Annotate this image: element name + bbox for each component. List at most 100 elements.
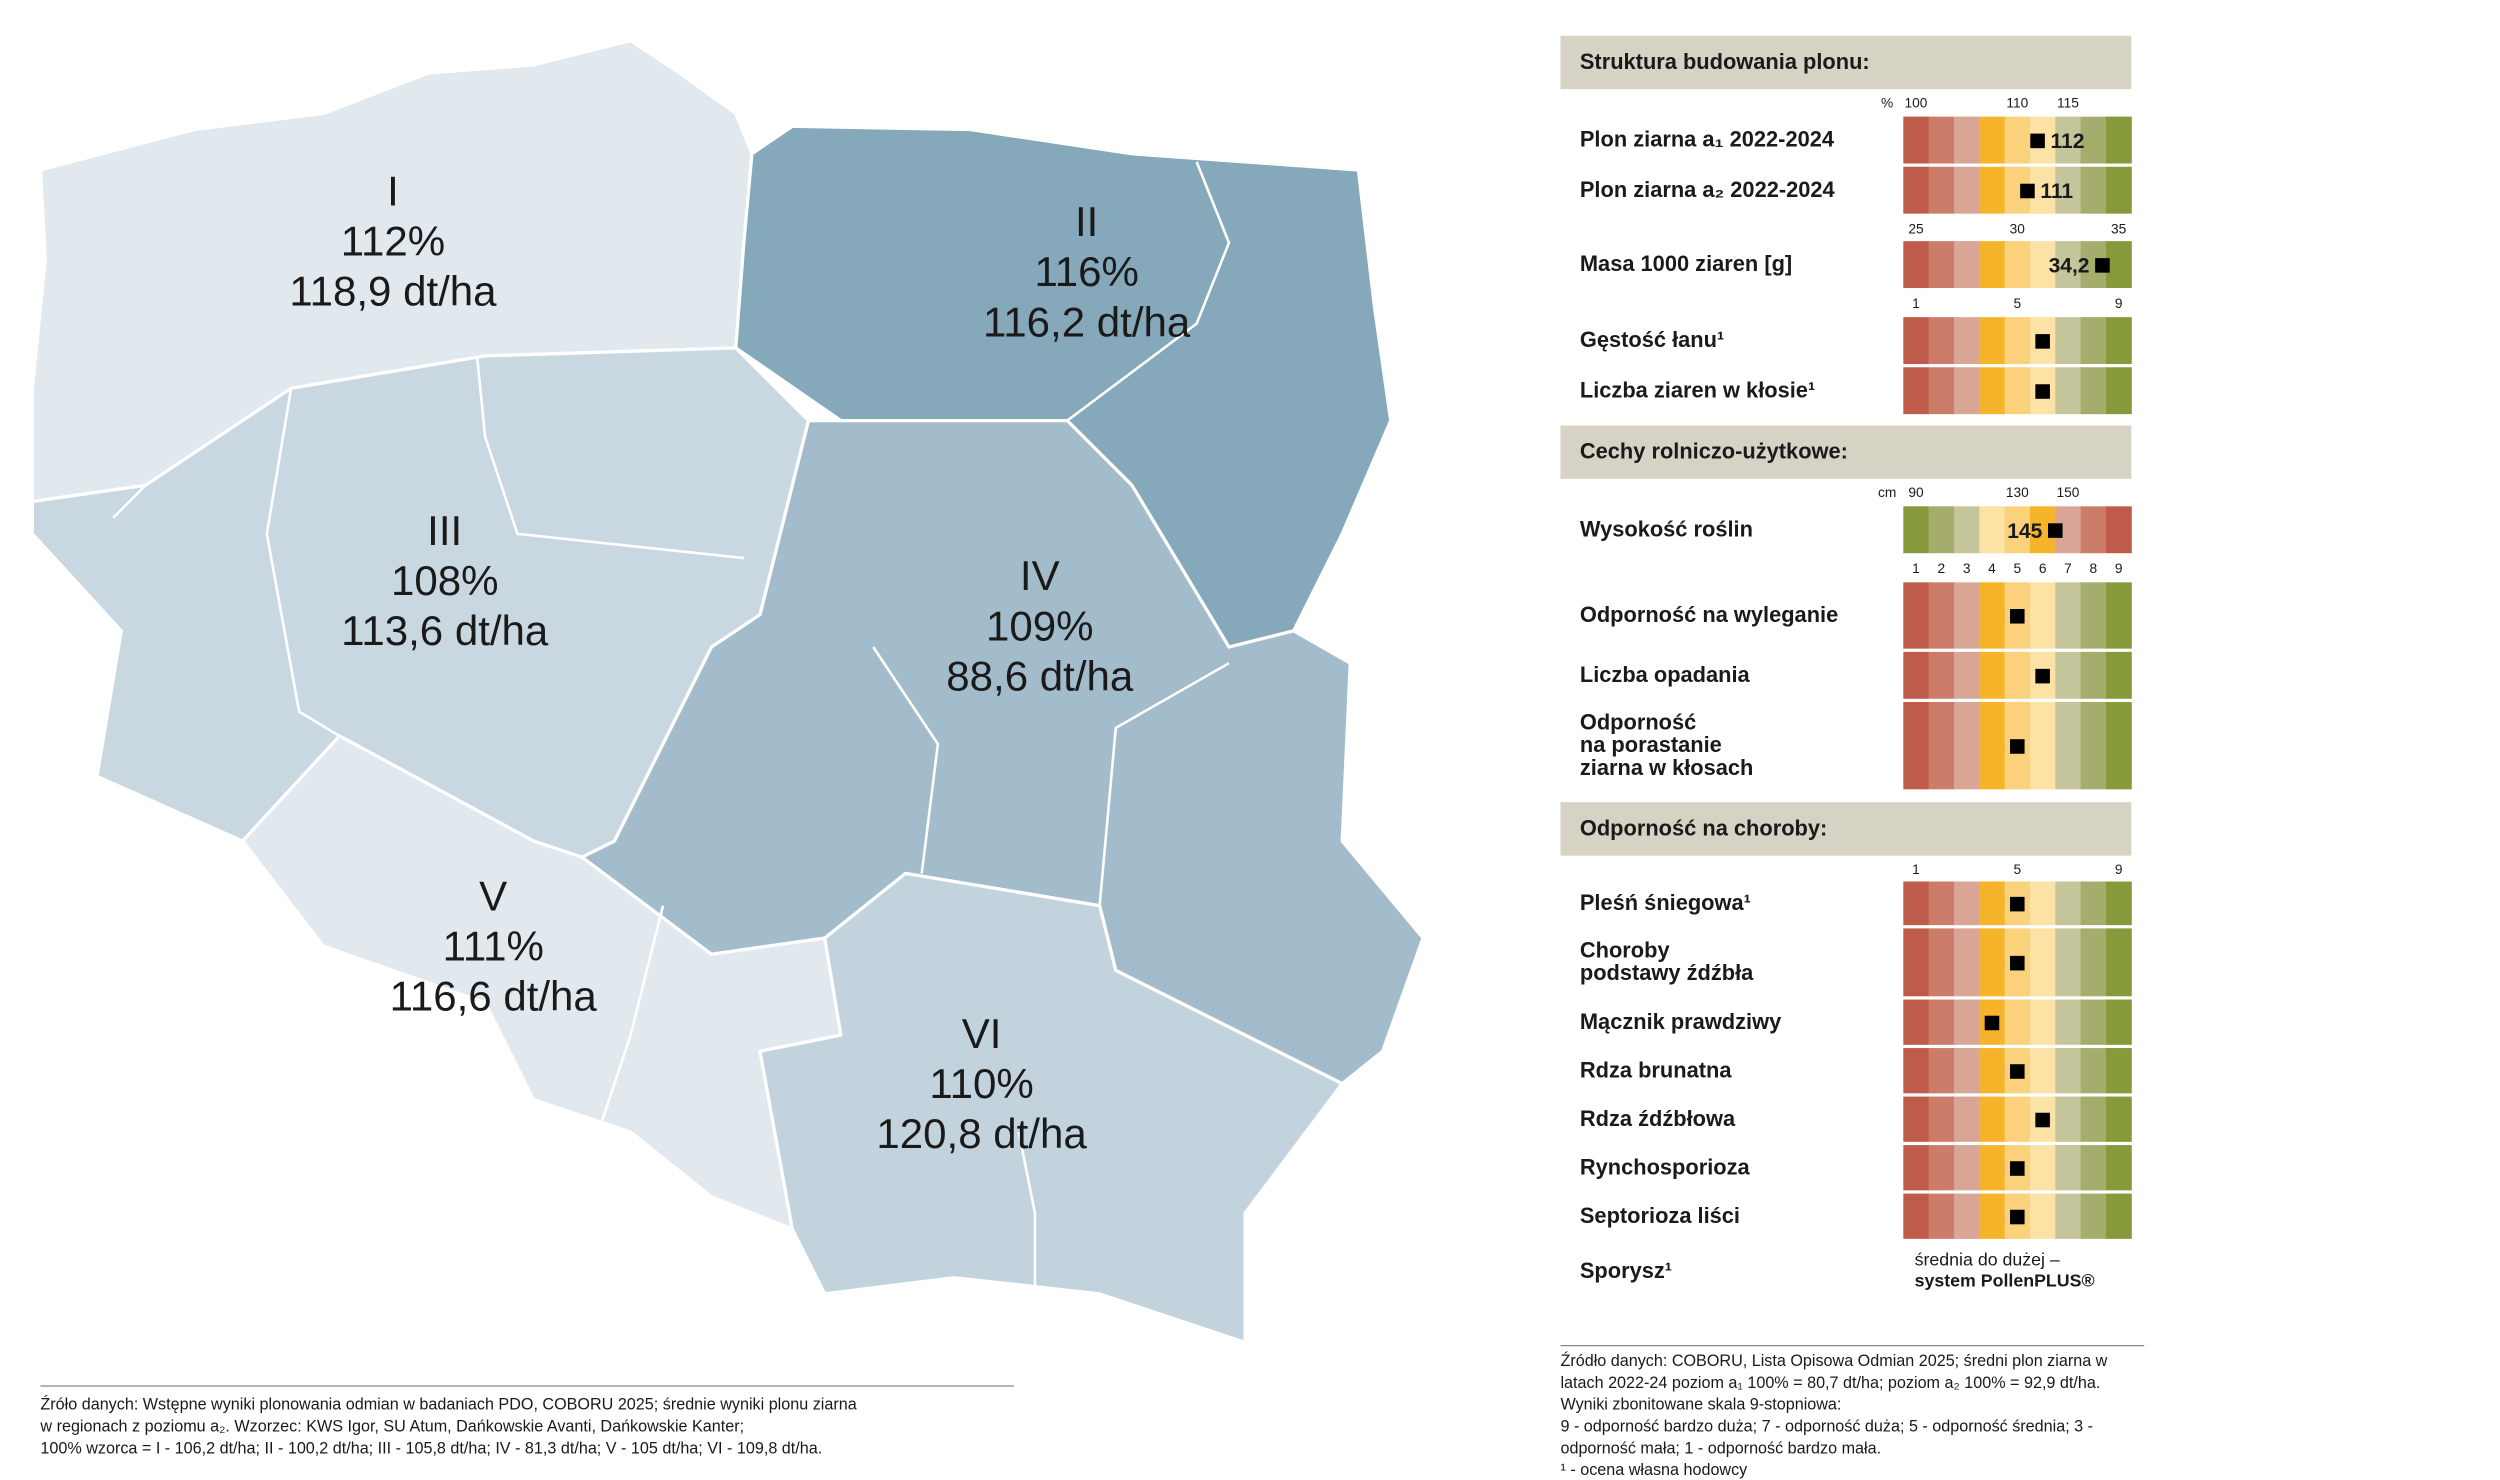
row-label: Plon ziarna a₁ 2022-2024 xyxy=(1580,127,1835,152)
scale-cell xyxy=(1928,1048,1955,1094)
marker xyxy=(2030,133,2045,149)
marker xyxy=(2010,1064,2025,1079)
scale-cell xyxy=(2080,1193,2107,1239)
region-label: III xyxy=(427,507,462,554)
scale-cell xyxy=(1953,582,1980,649)
scale-cell xyxy=(2105,928,2132,997)
section-header xyxy=(1560,802,2132,856)
scale-cell xyxy=(1928,317,1955,365)
scale-cell xyxy=(2004,367,2031,415)
scale-cell xyxy=(2004,999,2031,1045)
scale-cell xyxy=(1953,1096,1980,1142)
marker xyxy=(2035,1112,2050,1128)
marker xyxy=(2035,334,2050,349)
scale-cell xyxy=(2004,241,2031,289)
scale-cell xyxy=(1953,367,1980,415)
region-yield: 88,6 dt/ha xyxy=(946,652,1134,699)
panel-source: latach 2022-24 poziom a₁ 100% = 80,7 dt/… xyxy=(1560,1374,2100,1392)
scale-cell xyxy=(1903,241,1930,289)
scale-cell xyxy=(2055,241,2082,289)
scale-cell xyxy=(1979,1048,2006,1094)
scale-cell xyxy=(2004,116,2031,164)
scale-tick: 7 xyxy=(2064,561,2072,576)
marker xyxy=(2010,1161,2025,1176)
scale-cell xyxy=(2055,999,2082,1045)
scale-tick: 100 xyxy=(1905,95,1928,110)
row-label: Rdza brunatna xyxy=(1580,1057,1732,1082)
scale-cell xyxy=(1953,1048,1980,1094)
scale-cell xyxy=(2029,1145,2056,1191)
region-percent: 109% xyxy=(986,602,1094,649)
row-label: podstawy źdźbła xyxy=(1580,960,1754,985)
region-label: IV xyxy=(1020,552,1060,599)
scale-cell xyxy=(2105,701,2132,790)
marker xyxy=(2035,668,2050,684)
scale-cell xyxy=(2105,317,2132,365)
scale-cell xyxy=(1953,506,1980,554)
row-label: Rynchosporioza xyxy=(1580,1154,1751,1179)
row-label: Mącznik prawdziwy xyxy=(1580,1009,1782,1034)
scale-tick: 9 xyxy=(2115,296,2123,311)
region-yield: 113,6 dt/ha xyxy=(341,607,549,654)
row-label: Odporność xyxy=(1580,710,1696,735)
scale-cell xyxy=(2029,701,2056,790)
scale-cell xyxy=(1903,999,1930,1045)
marker xyxy=(2010,609,2025,624)
scale-cell xyxy=(2080,881,2107,926)
scale-cell xyxy=(1928,1193,1955,1239)
marker xyxy=(2010,896,2025,912)
scale-cell xyxy=(2004,651,2031,699)
scale-cell xyxy=(2105,1096,2132,1142)
scale-cell xyxy=(2055,582,2082,649)
section-header xyxy=(1560,35,2132,90)
scale-cell xyxy=(2055,881,2082,926)
scale-cell xyxy=(1979,651,2006,699)
map-source: w regionach z poziomu a₂. Wzorzec: KWS I… xyxy=(39,1418,744,1436)
scale-cell xyxy=(1979,317,2006,365)
scale-tick: 110 xyxy=(2006,95,2028,110)
scale-cell xyxy=(1928,881,1955,926)
scale-cell xyxy=(1903,701,1930,790)
region-yield: 120,8 dt/ha xyxy=(876,1110,1087,1157)
region-label: I xyxy=(387,167,399,214)
section-title: Odporność na choroby: xyxy=(1580,816,1827,841)
scale-cell xyxy=(2055,367,2082,415)
scale-cell xyxy=(1979,1145,2006,1191)
scale-cell xyxy=(2004,1096,2031,1142)
scale-cell xyxy=(2029,928,2056,997)
scale-cell xyxy=(2080,1048,2107,1094)
value-label: 145 xyxy=(2007,520,2042,543)
scale-tick: 5 xyxy=(2013,862,2021,877)
scale-cell xyxy=(2055,701,2082,790)
scale-cell xyxy=(1903,1145,1930,1191)
scale-cell xyxy=(1979,1193,2006,1239)
scale-cell xyxy=(1903,166,1930,214)
scale-cell xyxy=(1953,317,1980,365)
scale-cell xyxy=(2105,999,2132,1045)
scale-cell xyxy=(1953,999,1980,1045)
scale-cell xyxy=(2105,241,2132,289)
scale-cell xyxy=(1953,928,1980,997)
scale-tick: 25 xyxy=(1908,221,1924,236)
scale-cell xyxy=(2105,582,2132,649)
row-label: na porastanie xyxy=(1580,732,1722,757)
scale-cell xyxy=(2055,1048,2082,1094)
scale-cell xyxy=(2105,166,2132,214)
scale-tick: 8 xyxy=(2089,561,2097,576)
scale-cell xyxy=(1928,166,1955,214)
scale-cell xyxy=(2029,999,2056,1045)
scale-cell xyxy=(1953,116,1980,164)
region-percent: 110% xyxy=(929,1060,1033,1107)
scale-cell xyxy=(1928,241,1955,289)
marker xyxy=(2010,739,2025,754)
scale-cell xyxy=(2105,1145,2132,1191)
scale-cell xyxy=(2080,701,2107,790)
scale-cell xyxy=(1979,116,2006,164)
scale-cell xyxy=(2105,651,2132,699)
row-label: Pleśń śniegowa¹ xyxy=(1580,890,1751,915)
scale-cell xyxy=(1903,881,1930,926)
scale-cell xyxy=(2029,582,2056,649)
region-percent: 108% xyxy=(391,557,499,604)
scale-cell xyxy=(2080,582,2107,649)
